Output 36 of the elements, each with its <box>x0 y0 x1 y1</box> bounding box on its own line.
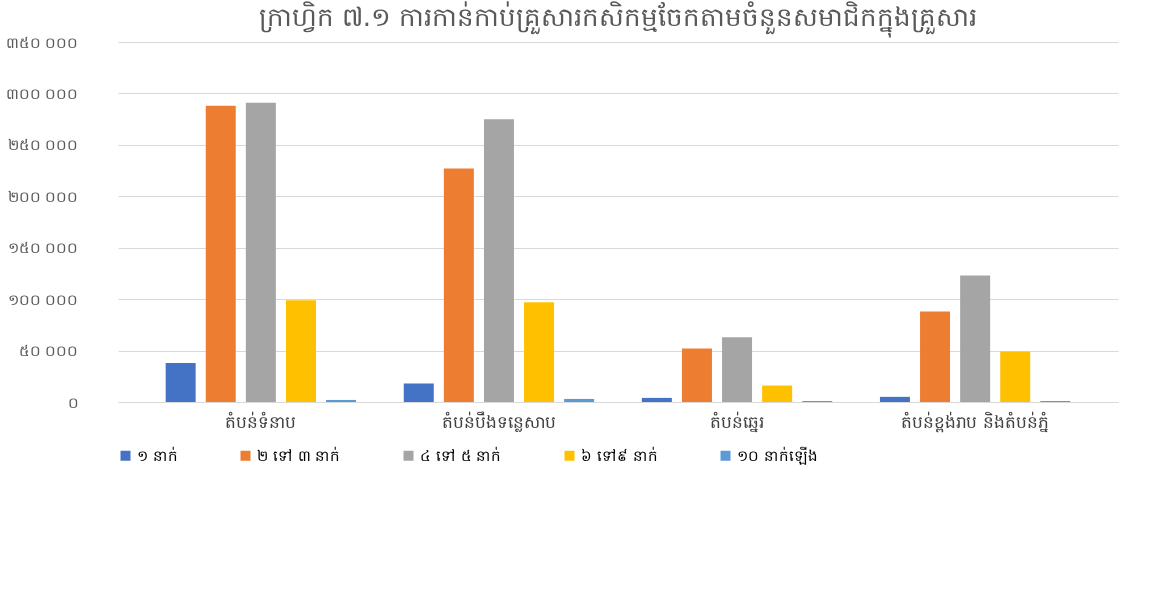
bar <box>403 383 434 402</box>
legend-label: ១០ នាក់ឡើង <box>737 445 818 465</box>
y-tick-label: ៣៥០ ០០០ <box>5 33 79 52</box>
y-tick-label: ៥០ ០០០ <box>18 342 79 361</box>
bar <box>1000 351 1031 402</box>
legend-label: ៦ ទៅ៩ នាក់ <box>581 445 658 465</box>
bar <box>165 362 196 402</box>
bar <box>326 399 357 402</box>
y-tick-label: ១០០ ០០០ <box>7 290 79 309</box>
bar <box>762 385 793 402</box>
y-tick-label: ២៥០ ០០០ <box>7 136 79 155</box>
y-tick-label: ២០០ ០០០ <box>7 187 79 206</box>
legend-label: ១ នាក់ <box>137 445 178 465</box>
y-tick-label: ៣០០ ០០០ <box>5 84 79 103</box>
bar <box>205 105 236 402</box>
bar <box>722 337 753 402</box>
legend-label: ២ ទៅ ៣ នាក់ <box>257 445 341 465</box>
chart-title: ក្រាហ្វិក ៧.១ ការកាន់កាប់គ្រួសារកសិកម្មចែកតាមចំនួនសមាជិកក្នុងគ្រួសារ <box>258 1 978 38</box>
legend-label: ៤ ទៅ ៥ នាក់ <box>420 445 502 465</box>
bar <box>564 398 595 402</box>
bar <box>285 300 316 402</box>
bar <box>681 348 712 402</box>
bar <box>483 119 514 402</box>
x-tick-label: តំបន់ខ្ពង់រាប និងតំបន់ភ្នំ <box>901 410 1049 433</box>
bar <box>920 311 951 402</box>
x-tick-label: តំបន់ឆ្នេរ <box>710 410 765 433</box>
y-tick-label: ០ <box>67 393 79 412</box>
bar <box>879 396 910 402</box>
x-tick-label: តំបន់ទំនាប <box>225 410 297 432</box>
x-tick-label: តំបន់បឹងទន្លេសាប <box>441 410 556 432</box>
bar <box>443 168 474 402</box>
bar <box>960 275 991 402</box>
y-tick-label: ១៥០ ០០០ <box>7 239 79 258</box>
bar <box>524 302 555 402</box>
bar <box>641 397 672 402</box>
bar <box>245 102 276 402</box>
